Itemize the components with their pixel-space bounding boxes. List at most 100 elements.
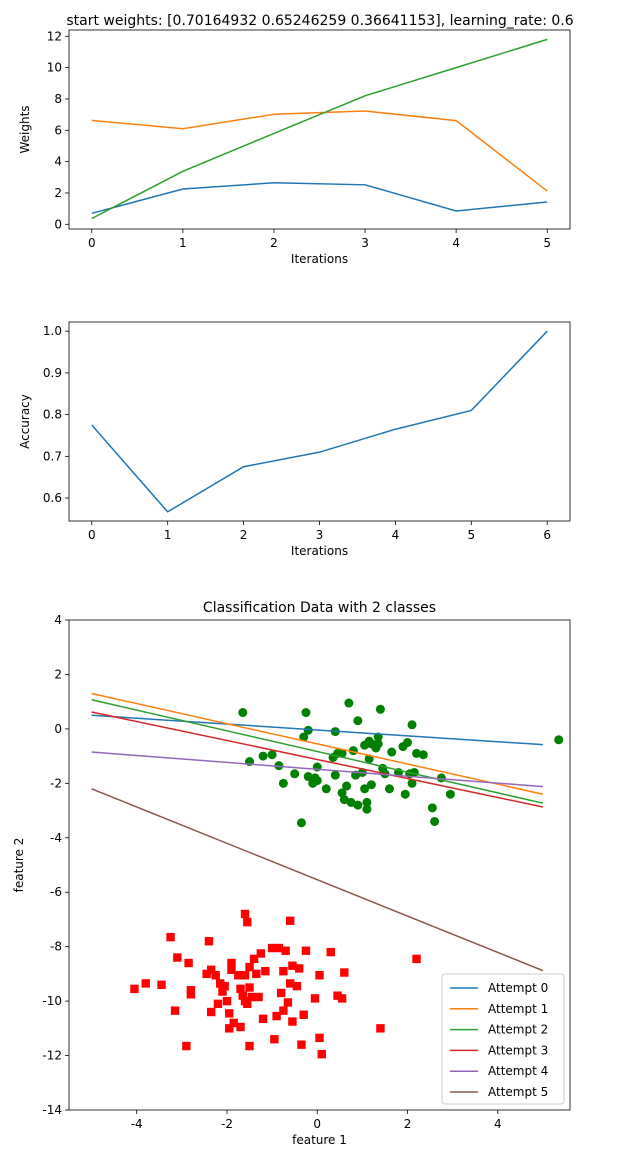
y-tick-label: -6 — [50, 885, 62, 899]
y-tick-label: 4 — [54, 155, 62, 169]
x-tick-label: 0 — [313, 1117, 321, 1131]
series-line-0 — [91, 182, 548, 215]
accuracy-chart: 0 1 2 3 4 5 6 0.6 0.7 0.8 0.9 1.0 Iterations Accuracy — [18, 321, 571, 558]
x-tick-label: 2 — [270, 236, 278, 250]
class-circle-point — [387, 747, 397, 757]
x-tick-label: 1 — [164, 528, 172, 542]
y-tick-label: 0.6 — [43, 491, 62, 505]
x-tick-label: 5 — [543, 236, 551, 250]
class-square-point — [376, 1024, 385, 1033]
x-tick-label: -2 — [221, 1117, 233, 1131]
class-circle-point — [346, 797, 356, 807]
y-tick-label: 12 — [47, 29, 62, 43]
y-tick-label: -10 — [42, 994, 62, 1008]
class-square-point — [317, 1049, 326, 1059]
attempt-line-4 — [91, 751, 543, 788]
y-tick-label: 0 — [54, 217, 62, 231]
class-square-point — [310, 994, 320, 1003]
class-square-point — [261, 966, 270, 976]
class-circle-point — [375, 704, 385, 714]
class-square-point — [234, 971, 243, 980]
class-square-point — [254, 992, 263, 1002]
x-tick-label: 3 — [316, 528, 324, 542]
y-tick-label: 2 — [54, 186, 62, 200]
class-square-point — [279, 1006, 288, 1015]
x-tick-label: 3 — [361, 236, 369, 250]
attempt-line-1 — [91, 692, 544, 795]
x-tick-label: 2 — [240, 528, 248, 542]
chart-title: Classification Data with 2 classes — [203, 600, 436, 616]
class-square-point — [297, 1040, 306, 1049]
class-square-point — [281, 946, 290, 955]
y-tick-label: 1.0 — [43, 324, 62, 338]
class-square-point — [218, 987, 227, 996]
class-square-point — [267, 943, 277, 953]
class-square-point — [206, 1007, 216, 1017]
class-square-point — [166, 932, 175, 942]
class-circle-point — [301, 708, 311, 718]
y-tick-label: -8 — [50, 940, 62, 954]
class-circle-point — [362, 804, 372, 814]
x-tick-label: 0 — [88, 528, 96, 542]
y-tick-label: 0 — [54, 722, 62, 736]
attempt-line-5 — [91, 788, 544, 972]
class-circle-point — [554, 735, 564, 745]
class-square-point — [340, 968, 349, 977]
x-axis-label: feature 1 — [292, 1133, 347, 1147]
class-circle-point — [330, 770, 340, 780]
points-group — [91, 692, 564, 1059]
class-square-point — [315, 971, 324, 980]
x-tick-label: 5 — [467, 528, 475, 542]
class-circle-point — [339, 795, 349, 805]
class-square-point — [184, 958, 193, 968]
class-square-point — [202, 969, 211, 979]
class-square-point — [227, 958, 236, 968]
class-circle-point — [267, 750, 277, 760]
class-circle-point — [312, 776, 322, 786]
class-square-point — [249, 954, 259, 964]
figure-title: start weights: [0.70164932 0.65246259 0.… — [66, 13, 573, 29]
class-square-point — [222, 996, 232, 1006]
class-square-point — [204, 937, 214, 946]
class-square-point — [211, 971, 220, 980]
x-axis-label: Iterations — [291, 252, 348, 266]
series-line-1 — [91, 110, 548, 192]
legend-label-3: Attempt 3 — [488, 1043, 548, 1057]
legend-label-4: Attempt 4 — [488, 1064, 548, 1078]
x-tick-label: 1 — [179, 236, 187, 250]
class-square-point — [279, 966, 288, 976]
y-axis-label: Weights — [18, 105, 32, 153]
plot-frame — [68, 29, 571, 230]
class-circle-point — [407, 720, 417, 730]
class-square-point — [270, 1035, 279, 1044]
class-square-point — [283, 998, 293, 1007]
class-circle-point — [303, 772, 313, 782]
series-group — [91, 330, 548, 513]
class-circle-point — [418, 750, 428, 760]
legend-label-5: Attempt 5 — [488, 1085, 548, 1099]
y-tick-label: -14 — [42, 1103, 62, 1117]
class-square-point — [182, 1041, 191, 1051]
class-square-point — [247, 992, 256, 1002]
class-square-point — [412, 954, 421, 964]
x-tick-label: 6 — [543, 528, 551, 542]
y-tick-label: 10 — [47, 61, 62, 75]
class-circle-point — [430, 816, 440, 826]
class-circle-point — [321, 784, 331, 794]
class-circle-point — [299, 732, 309, 742]
class-square-point — [252, 969, 261, 979]
class-square-point — [236, 984, 245, 994]
x-axis-label: Iterations — [291, 544, 348, 558]
x-tick-label: 2 — [404, 1117, 412, 1131]
class-square-point — [333, 991, 342, 1000]
class-square-point — [213, 999, 223, 1009]
class-square-point — [245, 962, 254, 972]
class-square-point — [288, 1017, 297, 1026]
class-circle-point — [362, 797, 372, 807]
class-square-point — [130, 984, 139, 994]
y-tick-label: 0.9 — [43, 366, 62, 380]
class-circle-point — [384, 784, 394, 794]
class-square-point — [225, 1024, 234, 1033]
class-square-point — [206, 965, 216, 975]
class-square-point — [216, 979, 225, 988]
